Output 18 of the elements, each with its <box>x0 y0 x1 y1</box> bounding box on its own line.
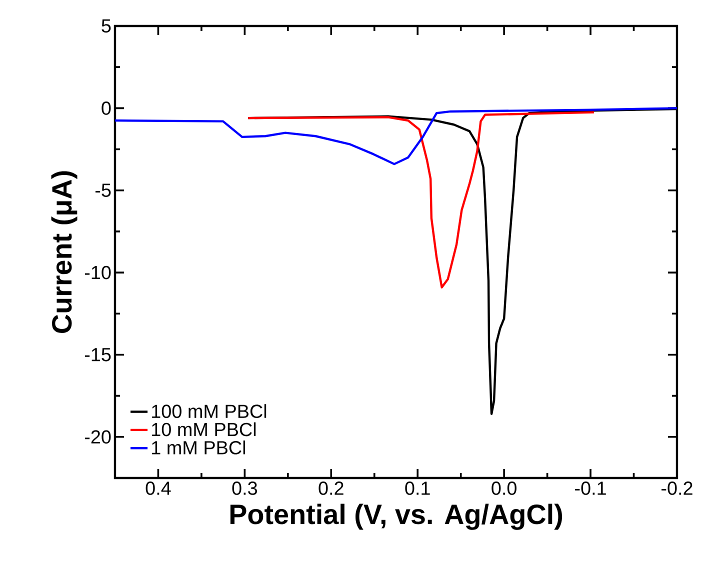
y-tick-label: -15 <box>84 348 111 362</box>
x-tick-label: 0.4 <box>146 482 171 495</box>
x-tick-label: 0.0 <box>492 482 516 495</box>
y-tick-label: -5 <box>95 184 111 197</box>
y-tick-label: -20 <box>84 430 111 444</box>
x-tick-label: -0.2 <box>662 482 692 495</box>
legend-label: 1 mM PBCl <box>152 440 246 454</box>
x-tick-label: -0.1 <box>575 482 606 495</box>
x-tick-label: 0.2 <box>318 482 344 495</box>
x-tick-label: 0.3 <box>232 482 258 495</box>
y-tick-label: 5 <box>102 19 111 33</box>
x-axis-title: Potential (V, vs. Ag/AgCl) <box>230 504 562 530</box>
y-tick-label: -10 <box>84 266 111 280</box>
legend-label: 100 mM PBCl <box>152 404 266 418</box>
legend-label: 10 mM PBCl <box>152 422 256 436</box>
x-tick-label: 0.1 <box>405 482 430 495</box>
y-axis-title: Current (μA) <box>51 171 78 333</box>
y-tick-label: 0 <box>102 101 111 115</box>
